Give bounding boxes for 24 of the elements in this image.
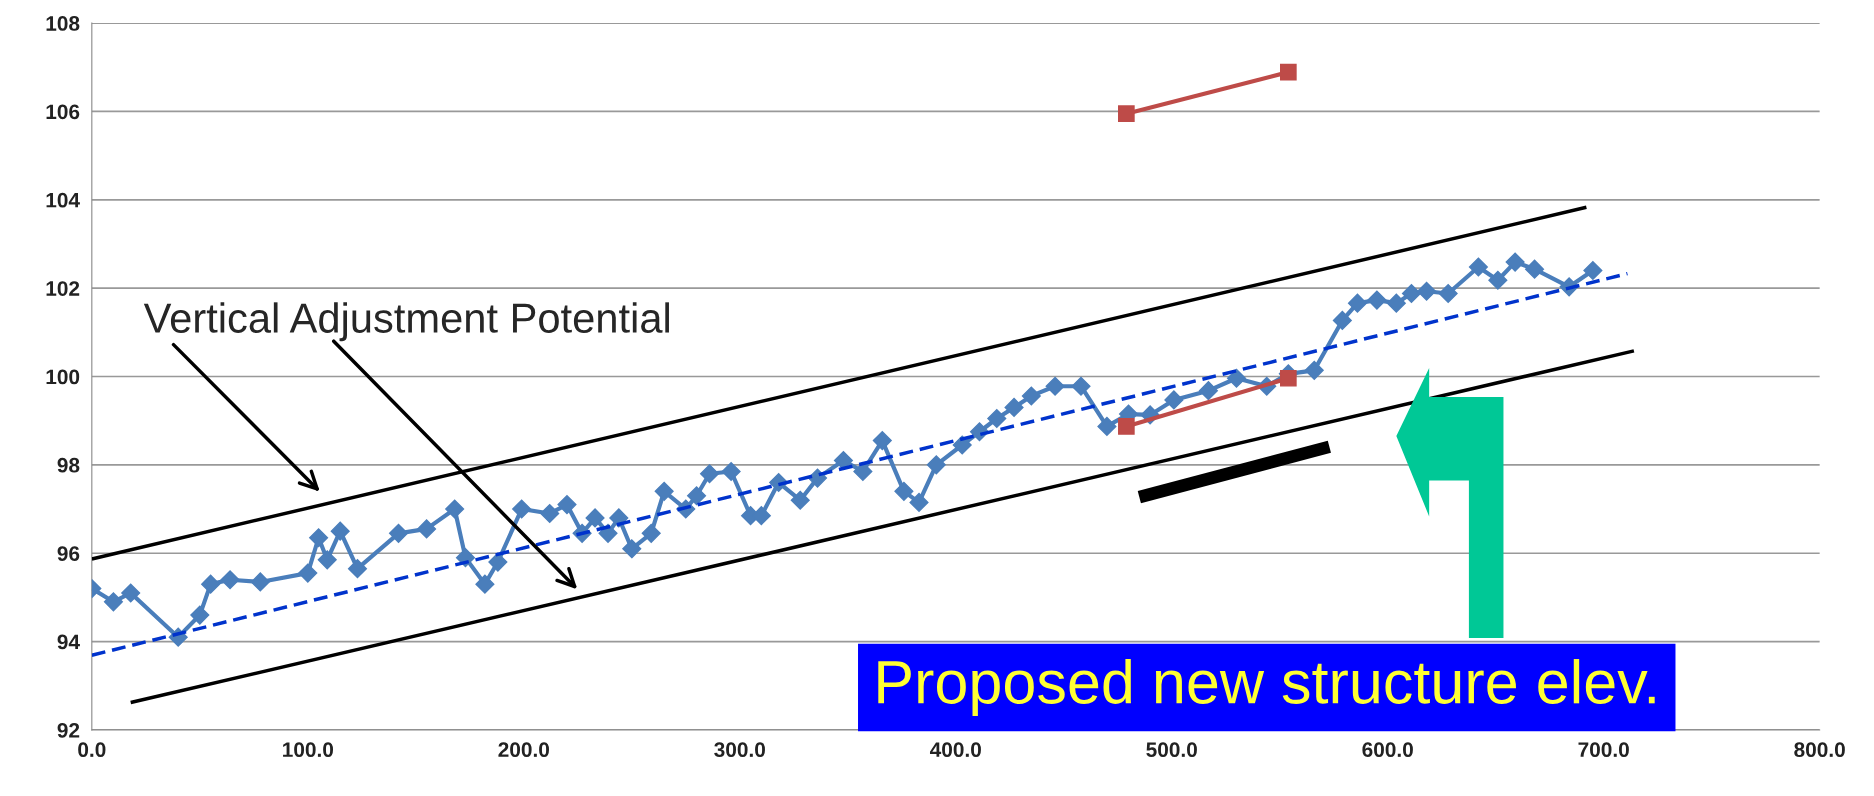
x-tick-label: 0.0 bbox=[78, 742, 106, 758]
annotation: Vertical Adjustment Potential bbox=[143, 302, 669, 342]
point bbox=[1280, 369, 1297, 387]
y-tick-label: 94 bbox=[57, 634, 80, 650]
y-tick-label: 100 bbox=[46, 369, 80, 385]
x-tick-label: 600.0 bbox=[1362, 742, 1413, 758]
y-tick-label: 102 bbox=[46, 281, 80, 296]
y-tick-label: 96 bbox=[57, 546, 80, 561]
x-tick-label: 100.0 bbox=[283, 742, 334, 758]
annotation: Proposed new structure elev. bbox=[878, 659, 1655, 716]
y-tick-label: 98 bbox=[57, 457, 80, 473]
x-tick-label: 700.0 bbox=[1578, 742, 1629, 758]
y-tick-label: 92 bbox=[57, 722, 80, 738]
point bbox=[1280, 63, 1297, 81]
x-tick-label: 800.0 bbox=[1794, 742, 1845, 758]
point bbox=[1118, 418, 1135, 435]
y-tick-label: 106 bbox=[46, 104, 80, 120]
y-tick-label: 108 bbox=[46, 16, 80, 31]
x-tick-label: 500.0 bbox=[1146, 742, 1197, 758]
x-tick-label: 400.0 bbox=[929, 742, 981, 758]
x-tick-label: 200.0 bbox=[498, 742, 549, 758]
x-tick-label: 300.0 bbox=[714, 742, 765, 758]
y-tick-label: 104 bbox=[46, 192, 80, 208]
point bbox=[1118, 105, 1135, 122]
